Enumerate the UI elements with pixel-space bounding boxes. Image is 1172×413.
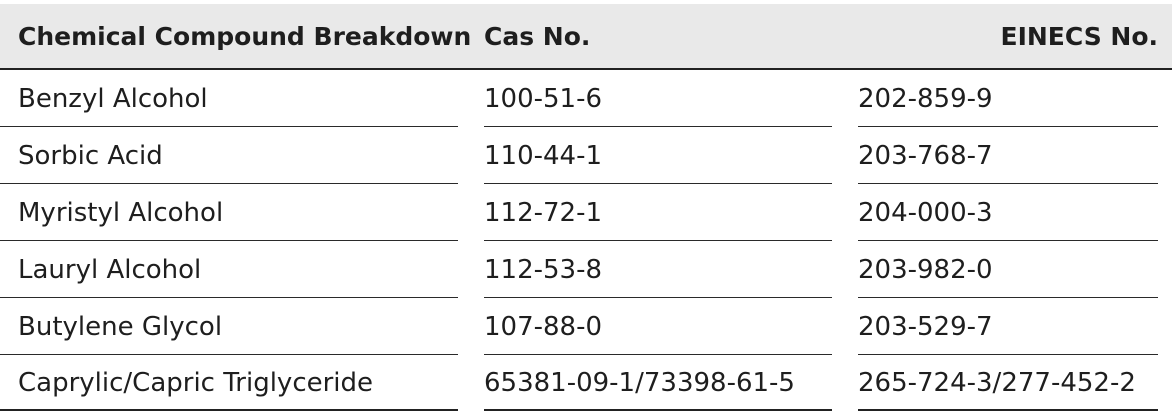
table-row: Myristyl Alcohol 112-72-1 204-000-3 bbox=[0, 184, 1172, 241]
header-einecs-number: EINECS No. bbox=[1000, 22, 1159, 51]
cas-number: 65381-09-1/73398-61-5 bbox=[484, 368, 795, 398]
row-divider bbox=[858, 240, 1158, 241]
header-compound: Chemical Compound Breakdown bbox=[18, 22, 472, 51]
table-row: Sorbic Acid 110-44-1 203-768-7 bbox=[0, 127, 1172, 184]
compound-name: Sorbic Acid bbox=[18, 141, 163, 171]
row-divider bbox=[858, 354, 1158, 355]
row-divider bbox=[484, 297, 832, 298]
compound-name: Caprylic/Capric Triglyceride bbox=[18, 368, 374, 398]
einecs-number: 203-529-7 bbox=[858, 312, 993, 342]
einecs-number: 204-000-3 bbox=[858, 198, 993, 228]
cas-number: 100-51-6 bbox=[484, 84, 603, 114]
compound-name: Myristyl Alcohol bbox=[18, 198, 224, 228]
table-header: Chemical Compound Breakdown Cas No. EINE… bbox=[0, 4, 1172, 70]
cas-number: 110-44-1 bbox=[484, 141, 603, 171]
row-divider bbox=[484, 354, 832, 355]
table-bottom-rule bbox=[858, 409, 1158, 411]
table-row: Benzyl Alcohol 100-51-6 202-859-9 bbox=[0, 70, 1172, 127]
row-divider bbox=[484, 240, 832, 241]
compound-name: Butylene Glycol bbox=[18, 312, 223, 342]
cas-number: 112-72-1 bbox=[484, 198, 603, 228]
compound-name: Benzyl Alcohol bbox=[18, 84, 208, 114]
cas-number: 107-88-0 bbox=[484, 312, 603, 342]
einecs-number: 202-859-9 bbox=[858, 84, 993, 114]
row-divider bbox=[0, 240, 458, 241]
cas-number: 112-53-8 bbox=[484, 255, 603, 285]
row-divider bbox=[484, 126, 832, 127]
table-row: Lauryl Alcohol 112-53-8 203-982-0 bbox=[0, 241, 1172, 298]
row-divider bbox=[858, 297, 1158, 298]
row-divider bbox=[484, 183, 832, 184]
row-divider bbox=[0, 183, 458, 184]
compound-name: Lauryl Alcohol bbox=[18, 255, 202, 285]
header-cas-number: Cas No. bbox=[484, 22, 591, 51]
row-divider bbox=[858, 126, 1158, 127]
table-bottom-rule bbox=[484, 409, 832, 411]
einecs-number: 265-724-3/277-452-2 bbox=[858, 368, 1136, 398]
row-divider bbox=[0, 126, 458, 127]
table-bottom-rule bbox=[0, 409, 458, 411]
row-divider bbox=[858, 183, 1158, 184]
row-divider bbox=[0, 297, 458, 298]
einecs-number: 203-982-0 bbox=[858, 255, 993, 285]
table-row: Caprylic/Capric Triglyceride 65381-09-1/… bbox=[0, 354, 1172, 411]
einecs-number: 203-768-7 bbox=[858, 141, 993, 171]
table-row: Butylene Glycol 107-88-0 203-529-7 bbox=[0, 298, 1172, 355]
row-divider bbox=[0, 354, 458, 355]
